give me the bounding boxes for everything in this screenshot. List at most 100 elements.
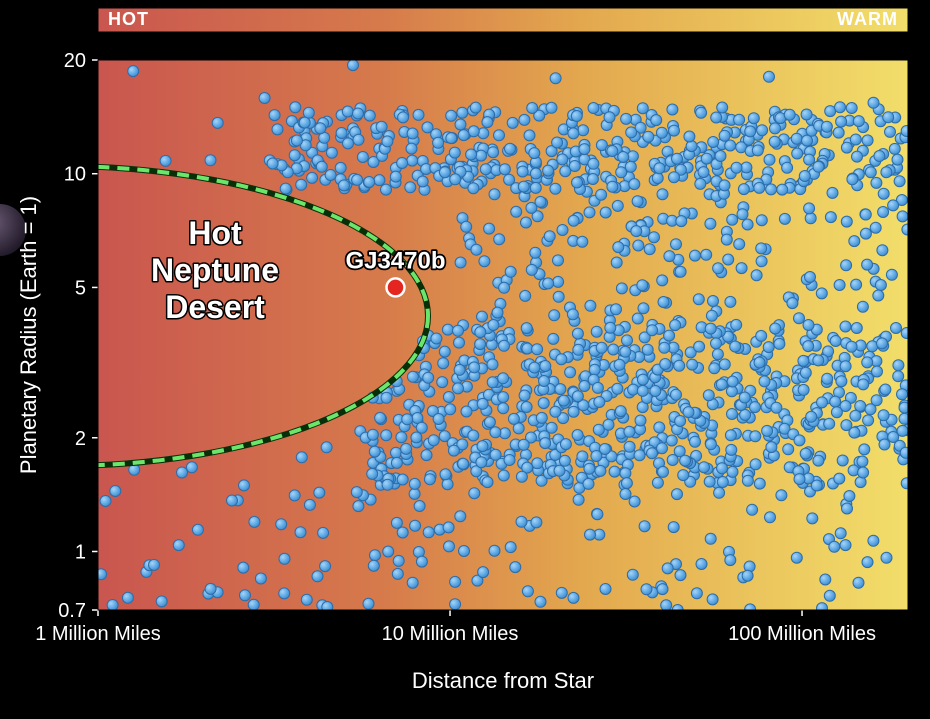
scatter-point [536,412,547,423]
scatter-point [321,442,332,453]
scatter-point [734,114,745,125]
scatter-point [543,165,554,176]
scatter-point [572,391,583,402]
scatter-point [316,161,327,172]
scatter-point [620,489,631,500]
scatter-point [450,599,461,610]
scatter-point [336,128,347,139]
scatter-point [611,304,622,315]
scatter-point [535,596,546,607]
scatter-point [616,283,627,294]
scatter-point [842,503,853,514]
scatter-point [624,441,635,452]
scatter-point [757,125,768,136]
scatter-point [886,269,897,280]
scatter-point [469,362,480,373]
scatter-point [846,341,857,352]
scatter-point [568,215,579,226]
scatter-point [756,256,767,267]
scatter-point [573,494,584,505]
scatter-point [791,552,802,563]
scatter-point [703,390,714,401]
scatter-point [272,124,283,135]
scatter-point [754,357,765,368]
y-tick-label: 5 [75,277,86,299]
scatter-point [837,455,848,466]
scatter-point [717,477,728,488]
highlighted-planet-marker [386,278,404,296]
y-axis-label: Planetary Radius (Earth = 1) [16,196,41,474]
scatter-point [766,442,777,453]
scatter-point [859,444,870,455]
scatter-point [687,359,698,370]
scatter-point [539,376,550,387]
scatter-point [708,296,719,307]
scatter-point [715,151,726,162]
scatter-point [669,125,680,136]
scatter-point [494,130,505,141]
scatter-point [830,396,841,407]
scatter-point [499,282,510,293]
scatter-point [591,451,602,462]
scatter-point [417,176,428,187]
scatter-point [565,367,576,378]
scatter-point [487,377,498,388]
scatter-point [660,359,671,370]
scatter-point [764,71,775,82]
scatter-point [613,242,624,253]
y-tick-label: 0.7 [58,600,86,622]
scatter-point [852,151,863,162]
scatter-point [727,376,738,387]
scatter-point [853,116,864,127]
scatter-point [794,474,805,485]
scatter-point [521,323,532,334]
scatter-point [314,487,325,498]
scatter-point [650,386,661,397]
scatter-point [100,496,111,507]
scatter-point [836,376,847,387]
scatter-point [596,342,607,353]
scatter-point [279,553,290,564]
scatter-point [855,401,866,412]
scatter-point [611,257,622,268]
scatter-point [719,130,730,141]
scatter-point [672,153,683,164]
scatter-point [701,249,712,260]
scatter-point [776,490,787,501]
scatter-point [787,298,798,309]
scatter-point [820,574,831,585]
scatter-point [725,296,736,307]
scatter-point [238,562,249,573]
scatter-point [705,218,716,229]
scatter-point [353,108,364,119]
scatter-point [897,389,908,400]
scatter-point [806,411,817,422]
scatter-point [505,143,516,154]
scatter-point [705,533,716,544]
scatter-point [433,414,444,425]
scatter-point [458,130,469,141]
scatter-point [770,323,781,334]
scatter-point [727,409,738,420]
y-tick-label: 20 [64,50,86,72]
scatter-point [443,392,454,403]
scatter-point [391,447,402,458]
scatter-point [406,143,417,154]
scatter-point [833,127,844,138]
scatter-point [364,110,375,121]
scatter-point [807,513,818,524]
scatter-point [742,219,753,230]
scatter-point [639,521,650,532]
scatter-point [764,154,775,165]
scatter-point [588,158,599,169]
scatter-point [857,456,868,467]
scatter-point [364,177,375,188]
scatter-point [624,426,635,437]
scatter-point [877,338,888,349]
scatter-point [766,184,777,195]
scatter-point [846,103,857,114]
scatter-point [731,162,742,173]
scatter-point [834,280,845,291]
scatter-point [836,116,847,127]
scatter-point [558,395,569,406]
